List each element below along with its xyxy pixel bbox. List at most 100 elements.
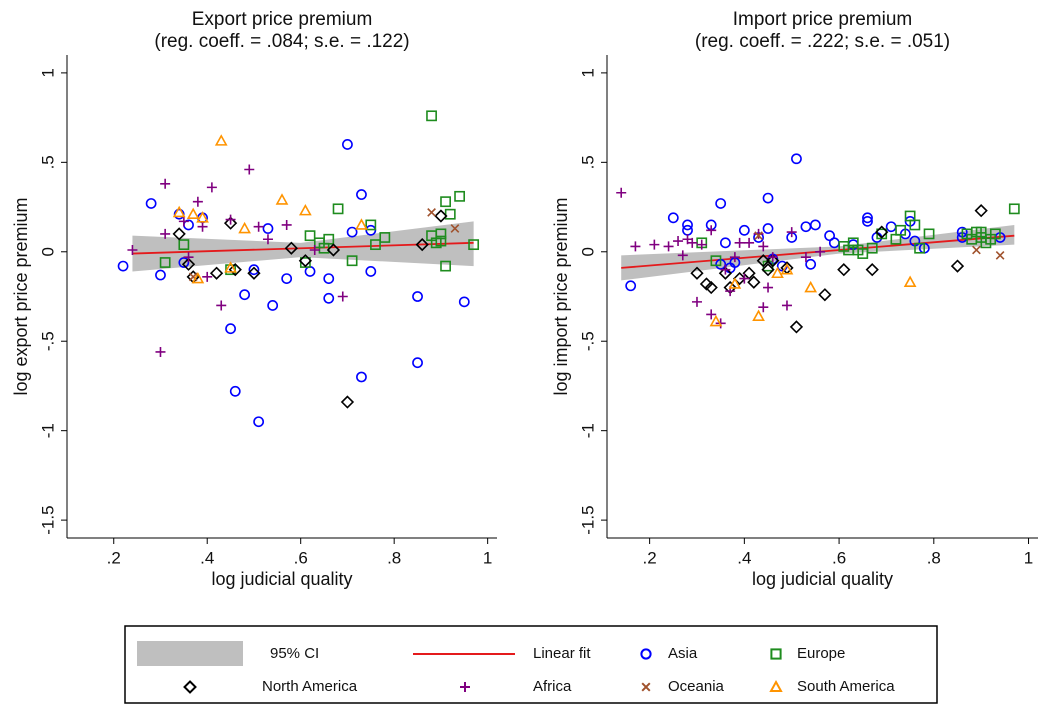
point [625,280,637,292]
point [178,239,190,251]
point [248,264,260,276]
point [866,242,878,254]
legend-box [124,625,938,704]
point [440,196,451,208]
point [160,228,171,239]
point [789,320,804,334]
ci-band [132,221,474,272]
y-tick-label: -1.5 [38,505,57,534]
x-tick-label: .4 [737,548,751,567]
point [616,187,627,198]
point [346,226,358,238]
point [729,252,740,263]
point [754,231,763,241]
y-tick-label: .5 [578,155,597,169]
point [323,273,335,285]
point [214,134,228,146]
point [298,254,313,268]
point [188,272,198,282]
point [720,264,731,275]
point [160,178,171,189]
y-axis-title: log import price premium [551,197,571,395]
legend-label: South America [797,678,895,695]
point [805,258,817,270]
point [145,198,157,209]
point [690,266,704,280]
point [155,346,166,357]
point [356,189,367,200]
x-tick-label: .6 [294,548,308,567]
point [862,215,873,227]
point [687,237,698,248]
x-tick-label: .6 [832,548,846,567]
point [682,219,693,231]
point [127,244,138,255]
point [326,243,341,257]
point [323,233,335,245]
point [756,254,770,268]
point [691,296,702,307]
point [885,221,897,233]
legend-marker [183,680,197,694]
chart-title: Import price premium [733,9,913,30]
point [183,252,194,263]
point [673,236,684,247]
point [767,252,778,263]
point [696,239,707,250]
point [758,302,769,313]
legend-label: Oceania [668,678,725,695]
point [275,193,289,205]
point [950,259,965,273]
point [435,228,447,240]
point [762,223,774,234]
y-tick-label: -.5 [38,331,57,351]
y-tick-label: 1 [578,68,597,77]
point [780,263,794,275]
legend-marker [640,648,652,660]
chart-title: Export price premium [192,9,373,30]
point [281,273,293,285]
point [223,216,238,230]
point [758,241,769,252]
chart-subtitle: (reg. coeff. = .084; s.e. = .122) [154,31,409,52]
point [732,271,747,286]
point [262,234,273,245]
point [229,385,241,397]
point [323,292,335,304]
point [734,237,745,248]
point [706,309,717,320]
point [415,237,429,252]
x-axis-title: log judicial quality [211,569,352,589]
point [181,257,196,271]
point [196,211,209,223]
point [340,395,355,409]
point [667,212,679,224]
point [762,192,774,204]
point [267,300,279,311]
point [365,219,377,231]
y-tick-label: -.5 [578,331,597,351]
point [752,309,765,321]
point [426,110,437,122]
point [974,204,988,218]
point [172,205,186,218]
point [800,221,812,233]
point [281,219,292,230]
point [253,416,265,428]
point [989,228,1001,240]
legend-swatch [137,641,243,666]
point [309,244,320,255]
x-tick-label: .8 [387,548,401,567]
point [862,212,873,224]
point [744,237,755,248]
point [630,241,641,252]
point [434,209,448,223]
y-tick-label: -1 [578,423,597,438]
point [903,275,917,287]
legend-label: Africa [533,678,572,695]
point [337,291,348,302]
point [284,241,298,255]
legend-marker [769,679,783,692]
point [809,219,821,231]
point [720,237,731,249]
